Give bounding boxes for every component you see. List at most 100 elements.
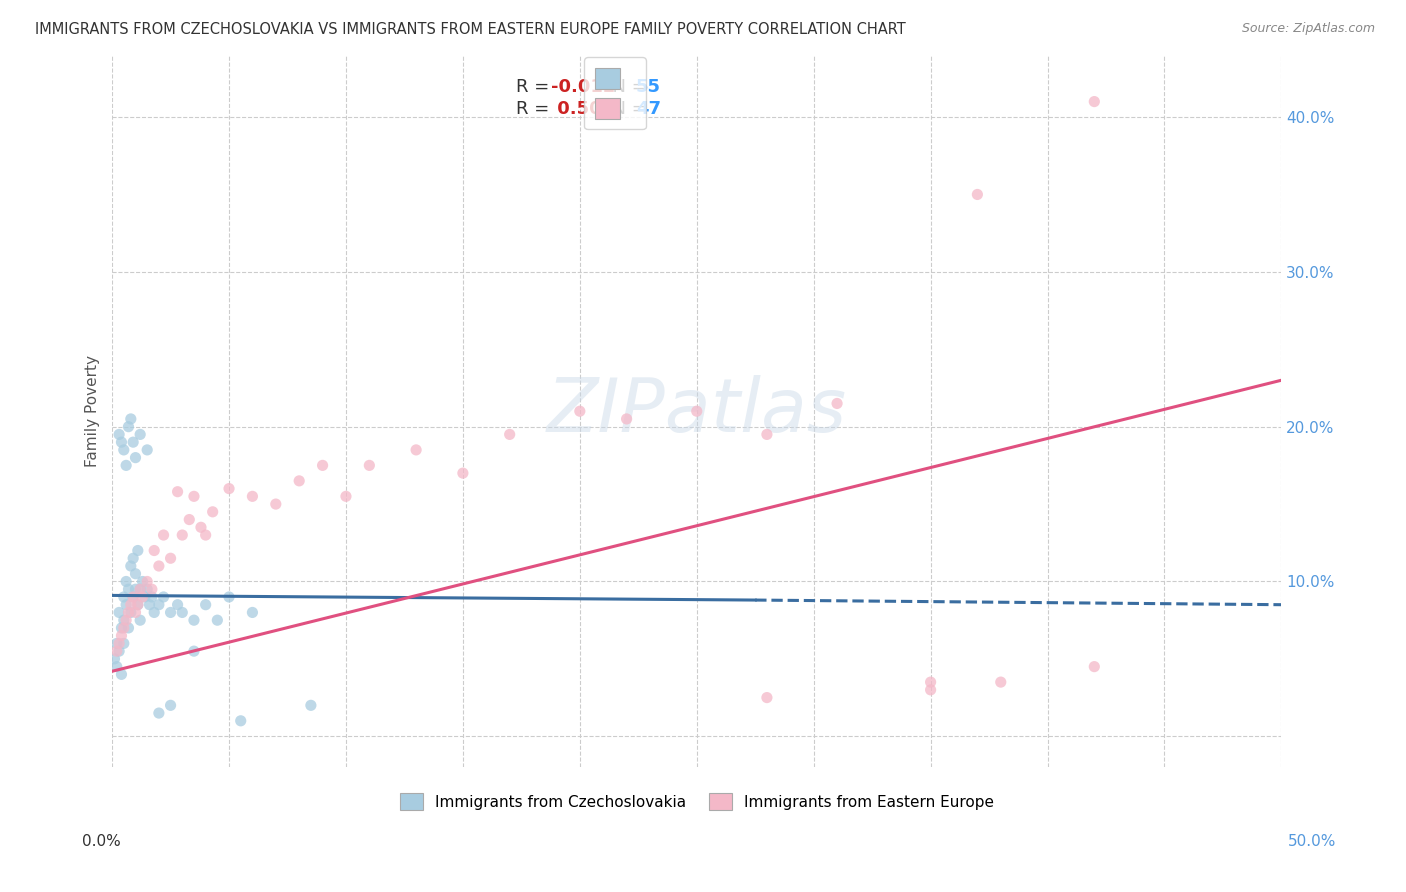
Point <box>124 566 146 581</box>
Point <box>136 442 159 457</box>
Point <box>264 497 287 511</box>
Point <box>131 574 153 589</box>
Point <box>120 412 142 426</box>
Point <box>148 598 170 612</box>
Point <box>1083 659 1105 673</box>
Point <box>152 590 174 604</box>
Point <box>152 528 174 542</box>
Point <box>131 590 153 604</box>
Point <box>117 606 139 620</box>
Point <box>115 458 138 473</box>
Point <box>183 644 205 658</box>
Point <box>127 598 149 612</box>
Point <box>405 442 427 457</box>
Point <box>359 458 381 473</box>
Text: R =: R = <box>516 78 554 96</box>
Point <box>190 520 212 534</box>
Point <box>127 598 149 612</box>
Point <box>166 484 188 499</box>
Point <box>117 419 139 434</box>
Point <box>207 613 229 627</box>
Point <box>755 690 778 705</box>
Point <box>108 636 131 650</box>
Point <box>120 559 142 574</box>
Point <box>179 512 201 526</box>
Point <box>124 582 146 597</box>
Text: 55: 55 <box>636 78 661 96</box>
Point <box>105 644 128 658</box>
Point <box>159 606 181 620</box>
Point <box>159 551 181 566</box>
Point <box>311 458 333 473</box>
Point <box>568 404 591 418</box>
Point <box>194 528 217 542</box>
Point <box>105 659 128 673</box>
Point <box>120 606 142 620</box>
Point <box>108 644 131 658</box>
Point <box>966 187 988 202</box>
Point <box>136 582 159 597</box>
Text: 47: 47 <box>636 100 661 118</box>
Point <box>110 435 132 450</box>
Point <box>112 590 135 604</box>
Y-axis label: Family Poverty: Family Poverty <box>86 355 100 467</box>
Point <box>172 528 194 542</box>
Point <box>127 543 149 558</box>
Point <box>112 636 135 650</box>
Point <box>122 435 145 450</box>
Point <box>105 636 128 650</box>
Point <box>129 582 152 597</box>
Point <box>218 590 240 604</box>
Point <box>172 606 194 620</box>
Point <box>183 613 205 627</box>
Point <box>115 598 138 612</box>
Point <box>288 474 311 488</box>
Point <box>148 706 170 720</box>
Point <box>498 427 520 442</box>
Point <box>201 505 224 519</box>
Point <box>112 621 135 635</box>
Text: N =: N = <box>600 100 652 118</box>
Point <box>108 606 131 620</box>
Point <box>686 404 709 418</box>
Point <box>110 621 132 635</box>
Point <box>120 598 142 612</box>
Text: R =: R = <box>516 100 554 118</box>
Point <box>218 482 240 496</box>
Point <box>122 590 145 604</box>
Point <box>110 667 132 681</box>
Point <box>129 613 152 627</box>
Point <box>166 598 188 612</box>
Text: Source: ZipAtlas.com: Source: ZipAtlas.com <box>1241 22 1375 36</box>
Point <box>451 466 474 480</box>
Point <box>134 590 156 604</box>
Point <box>103 652 125 666</box>
Point <box>141 590 163 604</box>
Point <box>124 606 146 620</box>
Point <box>229 714 252 728</box>
Point <box>148 559 170 574</box>
Point <box>920 682 942 697</box>
Point <box>136 574 159 589</box>
Point <box>755 427 778 442</box>
Point <box>129 427 152 442</box>
Point <box>138 598 160 612</box>
Point <box>990 675 1012 690</box>
Point <box>122 590 145 604</box>
Point <box>117 621 139 635</box>
Point <box>242 489 264 503</box>
Point <box>299 698 322 713</box>
Point <box>920 675 942 690</box>
Point <box>124 450 146 465</box>
Point <box>143 543 166 558</box>
Text: 0.508: 0.508 <box>551 100 614 118</box>
Point <box>143 606 166 620</box>
Point <box>194 598 217 612</box>
Point <box>112 442 135 457</box>
Text: -0.012: -0.012 <box>551 78 614 96</box>
Text: 50.0%: 50.0% <box>1288 834 1336 848</box>
Point <box>159 698 181 713</box>
Legend: Immigrants from Czechoslovakia, Immigrants from Eastern Europe: Immigrants from Czechoslovakia, Immigran… <box>394 787 1000 816</box>
Point <box>141 582 163 597</box>
Point <box>242 606 264 620</box>
